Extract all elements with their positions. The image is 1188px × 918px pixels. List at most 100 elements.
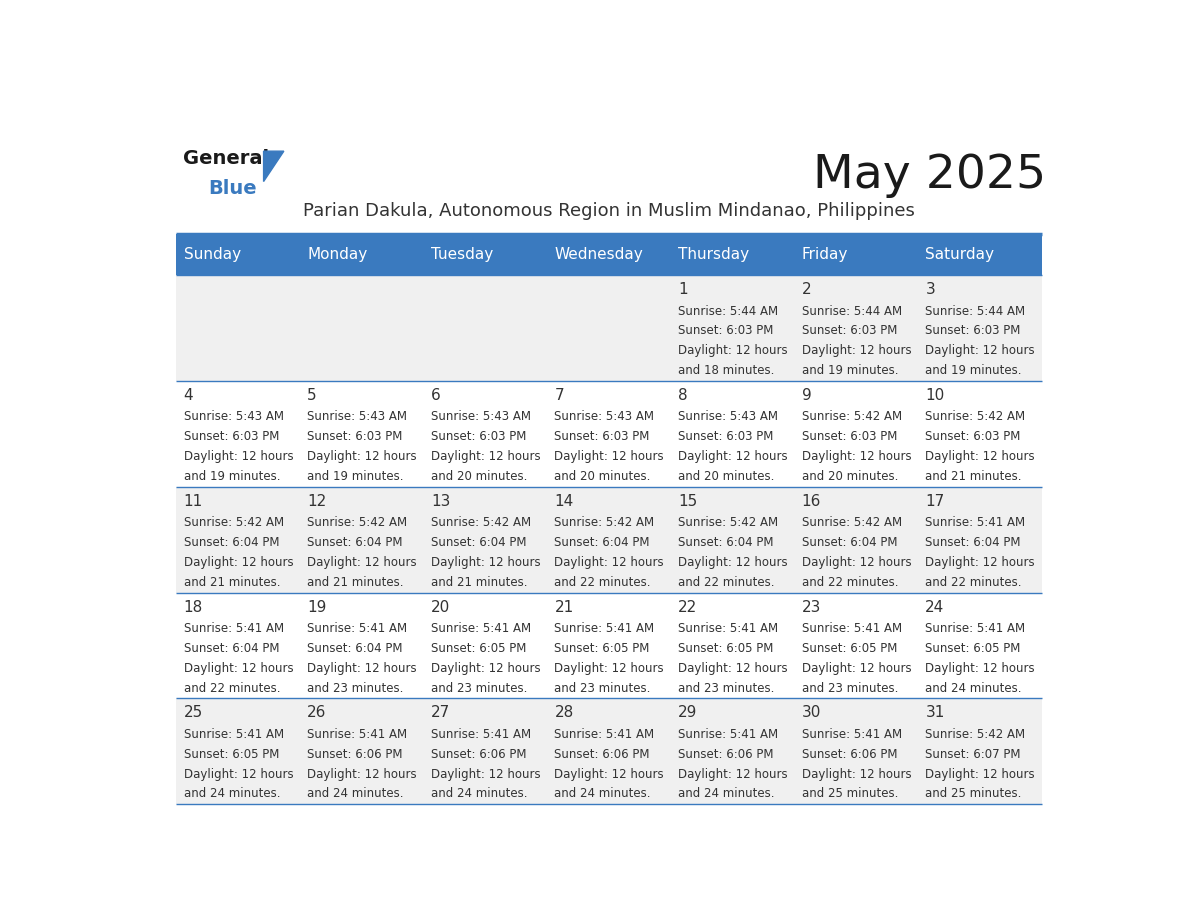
Text: and 20 minutes.: and 20 minutes. <box>802 470 898 483</box>
Text: 20: 20 <box>431 599 450 614</box>
Text: Sunday: Sunday <box>183 247 241 262</box>
Text: Daylight: 12 hours: Daylight: 12 hours <box>183 767 293 780</box>
Text: Sunrise: 5:41 AM: Sunrise: 5:41 AM <box>555 728 655 741</box>
Text: and 21 minutes.: and 21 minutes. <box>308 576 404 588</box>
Text: Sunset: 6:05 PM: Sunset: 6:05 PM <box>183 748 279 761</box>
Text: 17: 17 <box>925 494 944 509</box>
Text: and 23 minutes.: and 23 minutes. <box>802 681 898 695</box>
Text: Sunset: 6:07 PM: Sunset: 6:07 PM <box>925 748 1020 761</box>
Text: Sunrise: 5:42 AM: Sunrise: 5:42 AM <box>431 516 531 530</box>
Text: and 20 minutes.: and 20 minutes. <box>678 470 775 483</box>
Text: 2: 2 <box>802 282 811 297</box>
Text: and 24 minutes.: and 24 minutes. <box>431 788 527 800</box>
Text: Daylight: 12 hours: Daylight: 12 hours <box>925 556 1035 569</box>
Text: Daylight: 12 hours: Daylight: 12 hours <box>431 450 541 463</box>
Text: Daylight: 12 hours: Daylight: 12 hours <box>802 556 911 569</box>
Bar <box>795 234 918 274</box>
Text: Sunrise: 5:42 AM: Sunrise: 5:42 AM <box>308 516 407 530</box>
Text: Sunrise: 5:41 AM: Sunrise: 5:41 AM <box>802 622 902 635</box>
Text: Thursday: Thursday <box>678 247 750 262</box>
Text: 5: 5 <box>308 387 317 403</box>
Text: Daylight: 12 hours: Daylight: 12 hours <box>308 450 417 463</box>
Text: Sunset: 6:04 PM: Sunset: 6:04 PM <box>431 536 526 549</box>
Text: Daylight: 12 hours: Daylight: 12 hours <box>678 344 788 357</box>
Text: Sunrise: 5:41 AM: Sunrise: 5:41 AM <box>431 622 531 635</box>
Text: Wednesday: Wednesday <box>555 247 643 262</box>
Text: Sunrise: 5:44 AM: Sunrise: 5:44 AM <box>802 305 902 318</box>
Text: 23: 23 <box>802 599 821 614</box>
Text: May 2025: May 2025 <box>813 152 1047 197</box>
Text: 3: 3 <box>925 282 935 297</box>
Text: Sunset: 6:03 PM: Sunset: 6:03 PM <box>925 324 1020 337</box>
Text: 10: 10 <box>925 387 944 403</box>
Text: 8: 8 <box>678 387 688 403</box>
Text: Sunrise: 5:42 AM: Sunrise: 5:42 AM <box>802 410 902 423</box>
Text: Daylight: 12 hours: Daylight: 12 hours <box>555 767 664 780</box>
Text: and 21 minutes.: and 21 minutes. <box>925 470 1022 483</box>
Text: and 18 minutes.: and 18 minutes. <box>678 364 775 377</box>
Text: and 25 minutes.: and 25 minutes. <box>925 788 1022 800</box>
Text: Daylight: 12 hours: Daylight: 12 hours <box>925 344 1035 357</box>
Text: Daylight: 12 hours: Daylight: 12 hours <box>555 662 664 675</box>
Text: Daylight: 12 hours: Daylight: 12 hours <box>678 662 788 675</box>
Text: Sunrise: 5:41 AM: Sunrise: 5:41 AM <box>925 622 1025 635</box>
Text: Sunrise: 5:42 AM: Sunrise: 5:42 AM <box>802 516 902 530</box>
Text: Tuesday: Tuesday <box>431 247 493 262</box>
Text: Daylight: 12 hours: Daylight: 12 hours <box>431 767 541 780</box>
Text: Sunrise: 5:43 AM: Sunrise: 5:43 AM <box>308 410 407 423</box>
Text: Sunset: 6:04 PM: Sunset: 6:04 PM <box>802 536 897 549</box>
Text: Daylight: 12 hours: Daylight: 12 hours <box>678 767 788 780</box>
Text: Sunrise: 5:41 AM: Sunrise: 5:41 AM <box>308 728 407 741</box>
Text: and 22 minutes.: and 22 minutes. <box>678 576 775 588</box>
Bar <box>546 234 671 274</box>
Text: and 19 minutes.: and 19 minutes. <box>308 470 404 483</box>
Text: Sunrise: 5:44 AM: Sunrise: 5:44 AM <box>925 305 1025 318</box>
Bar <box>176 381 1042 487</box>
Text: Daylight: 12 hours: Daylight: 12 hours <box>555 556 664 569</box>
Text: and 22 minutes.: and 22 minutes. <box>802 576 898 588</box>
Text: Sunset: 6:06 PM: Sunset: 6:06 PM <box>308 748 403 761</box>
Text: and 23 minutes.: and 23 minutes. <box>555 681 651 695</box>
Text: and 22 minutes.: and 22 minutes. <box>555 576 651 588</box>
Text: Daylight: 12 hours: Daylight: 12 hours <box>925 767 1035 780</box>
Text: Friday: Friday <box>802 247 848 262</box>
Bar <box>176 699 1042 804</box>
Text: and 25 minutes.: and 25 minutes. <box>802 788 898 800</box>
Text: Sunrise: 5:41 AM: Sunrise: 5:41 AM <box>802 728 902 741</box>
Text: and 20 minutes.: and 20 minutes. <box>555 470 651 483</box>
Text: Daylight: 12 hours: Daylight: 12 hours <box>925 450 1035 463</box>
Text: Sunrise: 5:43 AM: Sunrise: 5:43 AM <box>555 410 655 423</box>
Text: 28: 28 <box>555 705 574 721</box>
Text: and 23 minutes.: and 23 minutes. <box>431 681 527 695</box>
Text: General: General <box>183 149 270 168</box>
Text: 26: 26 <box>308 705 327 721</box>
Text: Sunset: 6:03 PM: Sunset: 6:03 PM <box>678 431 773 443</box>
Text: and 24 minutes.: and 24 minutes. <box>308 788 404 800</box>
Bar <box>176 274 1042 381</box>
Text: and 22 minutes.: and 22 minutes. <box>925 576 1022 588</box>
Text: Sunset: 6:06 PM: Sunset: 6:06 PM <box>431 748 526 761</box>
Text: 31: 31 <box>925 705 944 721</box>
Text: Sunrise: 5:42 AM: Sunrise: 5:42 AM <box>678 516 778 530</box>
Text: 22: 22 <box>678 599 697 614</box>
Text: Daylight: 12 hours: Daylight: 12 hours <box>925 662 1035 675</box>
Text: 4: 4 <box>183 387 194 403</box>
Text: Monday: Monday <box>308 247 367 262</box>
Text: Sunset: 6:05 PM: Sunset: 6:05 PM <box>802 642 897 655</box>
Text: Sunset: 6:06 PM: Sunset: 6:06 PM <box>802 748 897 761</box>
Text: Daylight: 12 hours: Daylight: 12 hours <box>431 556 541 569</box>
Text: Sunset: 6:04 PM: Sunset: 6:04 PM <box>555 536 650 549</box>
Text: Sunset: 6:03 PM: Sunset: 6:03 PM <box>925 431 1020 443</box>
Text: 19: 19 <box>308 599 327 614</box>
Text: Saturday: Saturday <box>925 247 994 262</box>
Text: Sunset: 6:03 PM: Sunset: 6:03 PM <box>802 431 897 443</box>
Text: Sunset: 6:03 PM: Sunset: 6:03 PM <box>678 324 773 337</box>
Text: Sunset: 6:04 PM: Sunset: 6:04 PM <box>308 536 403 549</box>
Text: Daylight: 12 hours: Daylight: 12 hours <box>308 556 417 569</box>
Bar <box>176 487 1042 592</box>
Text: Sunrise: 5:43 AM: Sunrise: 5:43 AM <box>183 410 284 423</box>
Text: Daylight: 12 hours: Daylight: 12 hours <box>678 556 788 569</box>
Text: Daylight: 12 hours: Daylight: 12 hours <box>802 662 911 675</box>
Text: Sunrise: 5:41 AM: Sunrise: 5:41 AM <box>308 622 407 635</box>
Text: Sunrise: 5:41 AM: Sunrise: 5:41 AM <box>555 622 655 635</box>
